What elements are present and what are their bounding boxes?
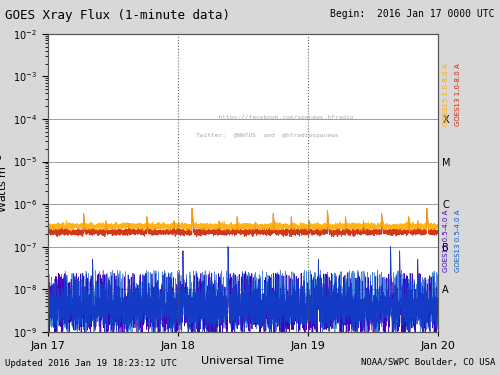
Text: Begin:  2016 Jan 17 0000 UTC: Begin: 2016 Jan 17 0000 UTC — [330, 9, 495, 20]
Text: GOES15 1.0-8.0 A: GOES15 1.0-8.0 A — [443, 64, 449, 126]
Text: Twitter:  @NW7US  and  @hfradiospacews: Twitter: @NW7US and @hfradiospacews — [196, 133, 338, 138]
X-axis label: Universal Time: Universal Time — [201, 357, 284, 366]
Y-axis label: Watts m$^{-2}$: Watts m$^{-2}$ — [0, 153, 10, 213]
Text: GOES13 1.0-8.0 A: GOES13 1.0-8.0 A — [454, 64, 460, 126]
Text: GOES13 0.5-4.0 A: GOES13 0.5-4.0 A — [454, 210, 460, 273]
Text: Updated 2016 Jan 19 18:23:12 UTC: Updated 2016 Jan 19 18:23:12 UTC — [5, 358, 177, 368]
Text: https://facebook.com/spacews.hfradio: https://facebook.com/spacews.hfradio — [212, 115, 354, 120]
Text: GOES15 0.5-4.0 A: GOES15 0.5-4.0 A — [443, 210, 449, 272]
Text: NOAA/SWPC Boulder, CO USA: NOAA/SWPC Boulder, CO USA — [360, 358, 495, 368]
Text: GOES Xray Flux (1-minute data): GOES Xray Flux (1-minute data) — [5, 9, 230, 22]
